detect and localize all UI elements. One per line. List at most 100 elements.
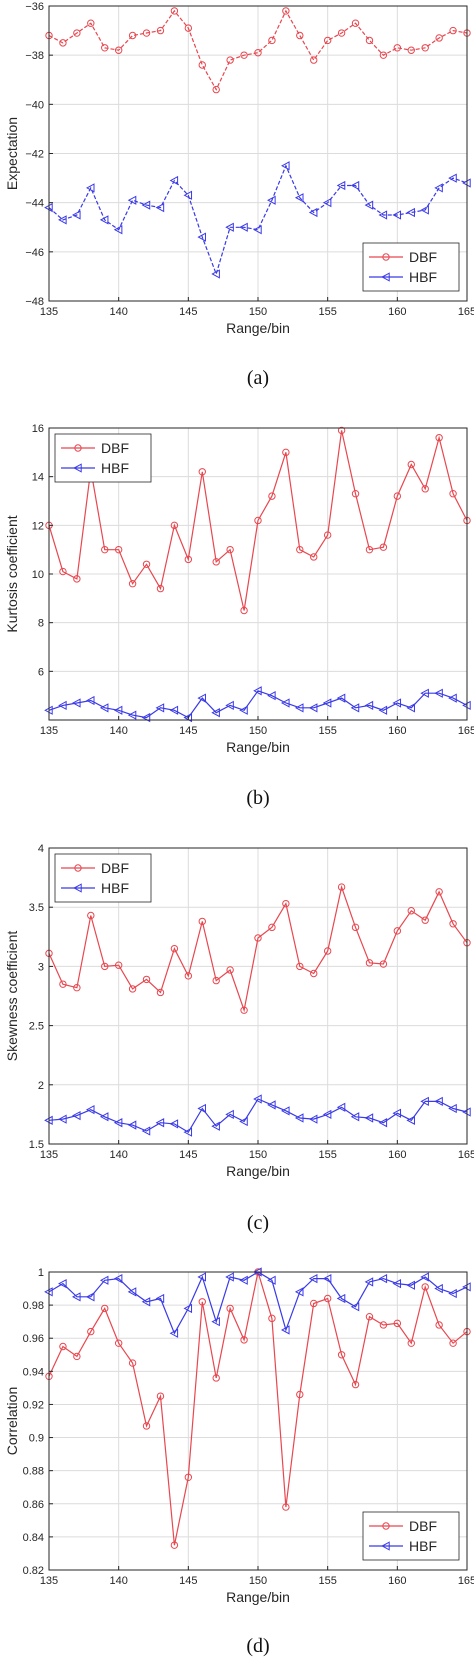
data-point-hbf [85, 1292, 95, 1302]
data-point-hbf [350, 703, 360, 713]
legend-marker-hbf [381, 1541, 390, 1551]
x-tick-label: 150 [249, 1575, 267, 1587]
data-point-hbf [141, 1297, 151, 1307]
legend: DBF HBF [362, 1511, 460, 1561]
data-point-dbf [337, 1351, 346, 1359]
data-point-hbf [364, 200, 374, 210]
data-point-dbf [128, 580, 137, 588]
data-point-dbf [323, 531, 332, 539]
chart-panel-3: 135 140 145 150 155 160 165 1.5 2 2.5 3 3.5 4 Range/b… [4, 843, 474, 1234]
legend-label-dbf: DBF [409, 249, 437, 265]
legend-label-dbf: DBF [409, 1518, 437, 1534]
data-point-hbf [113, 225, 123, 235]
panel-label: (a) [247, 367, 269, 389]
data-point-hbf [211, 1121, 220, 1131]
data-point-dbf [114, 961, 123, 969]
data-point-hbf [281, 161, 290, 171]
y-tick-label: 0.82 [23, 1565, 44, 1577]
legend-label-hbf: HBF [101, 880, 129, 896]
legend-label-hbf: HBF [101, 460, 129, 476]
legend: DBF HBF [362, 242, 460, 292]
data-point-dbf [379, 51, 388, 59]
data-point-hbf [58, 215, 67, 225]
legend-marker-hbf [73, 463, 82, 473]
data-point-hbf [113, 1118, 123, 1128]
data-point-dbf [59, 39, 67, 47]
data-point-hbf [85, 1105, 95, 1115]
data-point-dbf [296, 1390, 304, 1399]
panel-label: (c) [247, 1212, 269, 1234]
data-point-dbf [226, 545, 234, 554]
legend-label-dbf: DBF [101, 860, 129, 876]
data-point-hbf [448, 1103, 457, 1114]
data-point-dbf [73, 29, 81, 37]
data-point-dbf [128, 1359, 137, 1367]
x-tick-label: 150 [249, 1149, 267, 1161]
data-point-dbf [240, 1336, 248, 1344]
data-point-hbf [392, 698, 402, 708]
data-point-dbf [73, 575, 81, 583]
y-tick-label: 1 [38, 1267, 44, 1279]
data-point-hbf [169, 705, 179, 715]
data-point-hbf [239, 222, 248, 232]
chart-panel-1: 135 140 145 150 155 160 165 −48 −46 −44 −42 −40 −38 −… [4, 1, 474, 389]
data-point-dbf [365, 1313, 374, 1321]
data-point-dbf [296, 962, 304, 971]
data-point-dbf [198, 1298, 206, 1306]
data-point-hbf [85, 695, 95, 706]
data-point-dbf [310, 56, 318, 64]
data-point-hbf [448, 173, 457, 183]
data-point-dbf [128, 985, 137, 993]
x-tick-label: 145 [179, 306, 197, 318]
legend-label-hbf: HBF [409, 269, 437, 285]
data-point-dbf [337, 426, 346, 435]
data-point-dbf [449, 490, 457, 498]
data-point-dbf [184, 24, 193, 32]
data-point-dbf [170, 944, 179, 953]
legend: DBF HBF [54, 853, 152, 903]
data-point-dbf [156, 1392, 165, 1400]
data-point-hbf [253, 225, 262, 235]
data-point-hbf [99, 703, 109, 713]
data-point-hbf [169, 1328, 179, 1338]
data-point-hbf [281, 698, 290, 708]
x-tick-label: 160 [388, 1575, 406, 1587]
data-point-dbf [59, 1342, 67, 1351]
legend-marker-dbf [74, 444, 82, 452]
data-point-dbf [435, 434, 443, 442]
data-point-hbf [322, 698, 332, 708]
data-point-hbf [197, 1272, 206, 1282]
legend-label-dbf: DBF [101, 440, 129, 456]
x-tick-label: 155 [318, 306, 336, 318]
data-point-hbf [225, 700, 234, 711]
data-point-dbf [142, 560, 151, 568]
data-point-dbf [421, 916, 429, 924]
data-point-dbf [379, 543, 388, 551]
data-point-hbf [169, 1119, 179, 1129]
data-point-hbf [183, 1303, 193, 1314]
data-point-dbf [184, 555, 193, 564]
data-point-dbf [254, 49, 262, 57]
data-point-hbf [113, 705, 123, 715]
x-axis-label: Range/bin [226, 739, 290, 755]
data-point-hbf [99, 1275, 109, 1285]
data-point-dbf [59, 567, 67, 576]
data-point-hbf [378, 1118, 388, 1128]
y-axis-label: Skewness coefficient [4, 931, 20, 1062]
data-point-hbf [58, 1278, 67, 1289]
x-axis-label: Range/bin [226, 320, 290, 336]
data-point-hbf [155, 1118, 165, 1128]
legend: DBF HBF [54, 433, 152, 483]
data-point-dbf [393, 927, 402, 935]
panel-label: (b) [246, 787, 269, 809]
y-tick-label: −40 [25, 99, 44, 111]
data-point-hbf [253, 686, 262, 696]
chart-panel-4: 135 140 145 150 155 160 165 0.82 0.84 0.86 0.88 0.9… [4, 1267, 474, 1657]
data-point-dbf [435, 34, 443, 42]
data-point-dbf [212, 976, 220, 985]
y-tick-label: 0.9 [29, 1433, 44, 1445]
data-point-dbf [87, 1327, 95, 1336]
data-point-hbf [72, 1110, 81, 1121]
y-tick-label: 3 [38, 961, 44, 973]
data-point-hbf [197, 693, 206, 703]
